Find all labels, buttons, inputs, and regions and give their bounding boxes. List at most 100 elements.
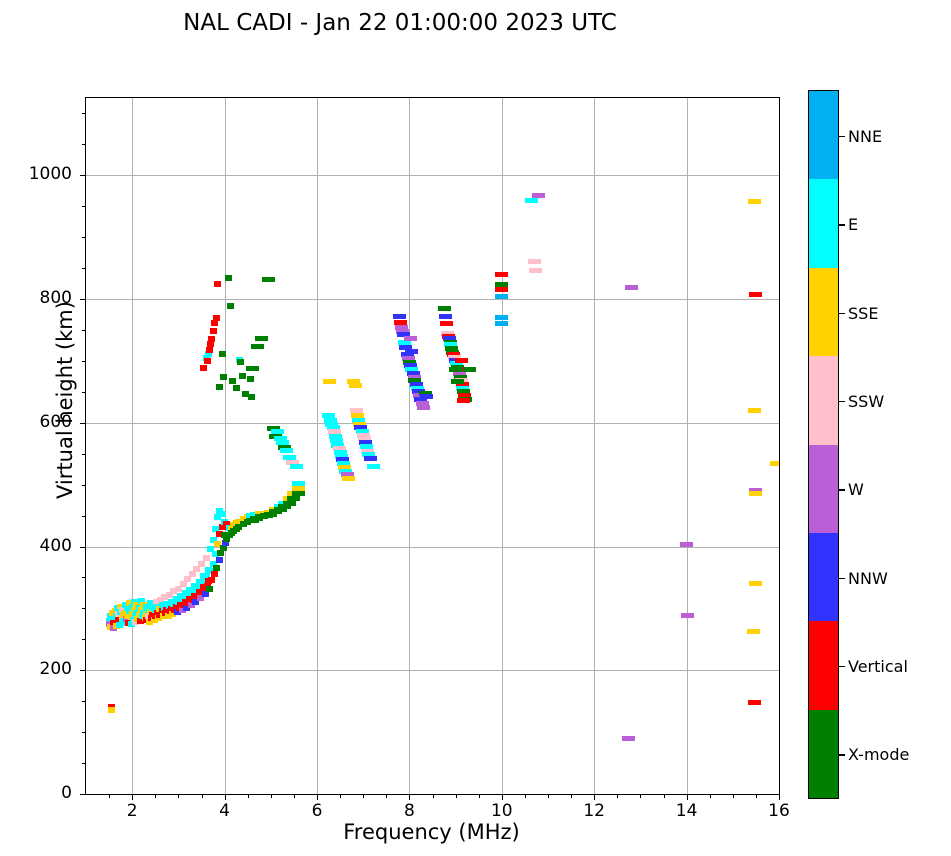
colorbar-tick	[839, 489, 845, 491]
colorbar-segment-nne[interactable]	[809, 91, 838, 180]
x-tick	[409, 795, 411, 800]
y-tick-minor	[82, 330, 85, 331]
data-point	[214, 513, 222, 520]
data-point	[420, 394, 434, 400]
x-tick-label: 4	[219, 801, 230, 821]
data-point	[207, 546, 215, 552]
data-point	[748, 699, 762, 705]
x-tick-minor	[386, 795, 388, 798]
data-point	[363, 456, 377, 462]
x-tick-minor	[524, 795, 526, 798]
colorbar-tick	[839, 224, 845, 226]
data-point	[400, 352, 414, 358]
data-point	[245, 365, 259, 371]
y-tick-minor	[82, 639, 85, 641]
data-point	[415, 400, 429, 406]
y-tick-label: 200	[39, 659, 72, 680]
data-point	[105, 620, 113, 627]
data-point	[398, 339, 412, 345]
data-point	[680, 541, 694, 547]
data-point	[209, 328, 217, 335]
data-point	[160, 613, 168, 620]
y-tick-minor	[82, 391, 85, 393]
data-point	[218, 350, 226, 357]
data-point	[359, 440, 372, 446]
data-point	[495, 315, 509, 321]
data-point	[399, 344, 413, 350]
plot-area: 2 4 6 8 10 12 14 16 0 200 400 600 800 1000	[29, 97, 790, 821]
x-tick	[594, 795, 596, 800]
data-point	[212, 314, 220, 321]
data-point	[458, 393, 472, 399]
data-point	[202, 554, 210, 561]
gridline-vertical	[594, 98, 596, 794]
x-tick-minor	[709, 795, 711, 798]
y-tick-minor	[82, 763, 85, 765]
data-point	[147, 600, 155, 607]
x-tick-label: 10	[490, 801, 513, 821]
data-point	[107, 703, 115, 710]
x-tick	[317, 795, 318, 800]
x-tick-label: 2	[126, 801, 138, 821]
colorbar[interactable]	[808, 90, 839, 799]
y-tick-minor	[82, 237, 85, 239]
data-point	[349, 407, 363, 413]
data-point	[356, 432, 370, 438]
data-layer	[86, 98, 779, 794]
data-point	[183, 604, 191, 611]
data-point	[457, 389, 471, 395]
data-point	[323, 379, 337, 385]
data-point	[405, 348, 419, 354]
data-point	[223, 536, 231, 543]
colorbar-segment-vertical[interactable]	[809, 621, 838, 711]
grid-layer	[86, 98, 779, 794]
data-point	[337, 461, 351, 467]
data-point	[124, 612, 132, 619]
colorbar-segment-w[interactable]	[809, 444, 838, 534]
data-point	[142, 604, 150, 611]
data-point	[749, 581, 763, 587]
data-point	[184, 591, 192, 598]
gridline-vertical	[317, 98, 318, 794]
data-point	[110, 619, 118, 626]
data-point	[137, 597, 145, 604]
data-point	[211, 550, 219, 557]
data-point	[452, 370, 466, 376]
data-point	[328, 433, 342, 439]
colorbar-segment-nnw[interactable]	[809, 532, 838, 622]
data-point	[131, 599, 138, 606]
data-point	[402, 359, 416, 365]
data-point	[137, 606, 145, 613]
data-point	[292, 480, 306, 486]
data-point	[361, 448, 375, 454]
colorbar-tick	[839, 135, 845, 138]
data-point	[193, 584, 201, 591]
data-point	[445, 346, 459, 352]
data-point	[409, 381, 423, 387]
data-point	[261, 276, 275, 282]
data-point	[495, 294, 509, 300]
colorbar-segment-ssw[interactable]	[809, 356, 838, 445]
data-point	[401, 355, 415, 361]
data-point	[169, 610, 177, 617]
data-point	[681, 613, 695, 619]
data-point	[198, 580, 205, 587]
y-tick-minor	[82, 206, 85, 208]
y-tick-minor	[82, 113, 85, 115]
colorbar-label-ssw: SSW	[848, 391, 885, 411]
colorbar-segment-x-mode[interactable]	[809, 709, 838, 798]
colorbar-tick	[839, 312, 845, 314]
colorbar-segment-e[interactable]	[809, 179, 838, 269]
data-point	[462, 367, 476, 373]
x-tick-minor	[155, 795, 157, 798]
data-point	[164, 612, 172, 619]
data-point	[354, 425, 368, 431]
data-point	[174, 598, 182, 605]
data-point	[214, 281, 222, 288]
page-title: NAL CADI - Jan 22 01:00:00 2023 UTC	[183, 10, 617, 36]
data-point	[210, 319, 218, 326]
data-point	[197, 594, 205, 601]
data-point	[127, 621, 135, 628]
colorbar-segment-sse[interactable]	[809, 267, 838, 357]
data-point	[137, 617, 145, 624]
